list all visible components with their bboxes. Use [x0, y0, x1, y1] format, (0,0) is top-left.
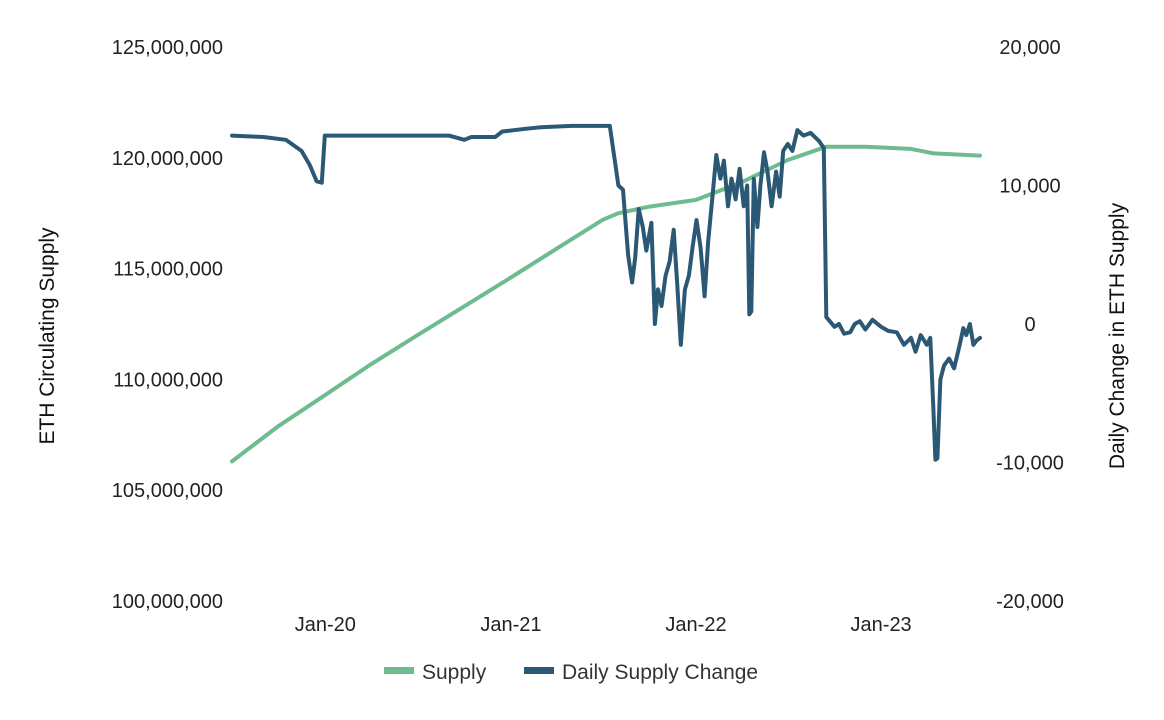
right-tick-label: -10,000	[996, 453, 1064, 475]
x-tick-label: Jan-21	[480, 614, 541, 636]
plot-area	[230, 123, 982, 464]
right-tick-label: 20,000	[999, 37, 1060, 59]
left-tick-label: 115,000,000	[113, 259, 223, 281]
x-tick-label: Jan-23	[851, 614, 912, 636]
legend-item-supply: Supply	[384, 661, 487, 684]
left-axis-ticks: 100,000,000 105,000,000 110,000,000 115,000…	[112, 37, 223, 613]
legend-swatch-supply	[384, 667, 414, 674]
left-tick-label: 120,000,000	[112, 148, 223, 170]
right-tick-label: -20,000	[996, 591, 1064, 613]
right-tick-label: 0	[1024, 314, 1035, 336]
left-axis-title: ETH Circulating Supply	[36, 227, 59, 445]
right-tick-label: 10,000	[999, 176, 1060, 198]
supply-line	[230, 144, 982, 464]
right-axis-ticks: -20,000 -10,000 0 10,000 20,000	[996, 37, 1064, 613]
daily-supply-change-line	[230, 123, 982, 462]
x-tick-label: Jan-20	[295, 614, 356, 636]
left-tick-label: 105,000,000	[112, 480, 223, 502]
legend-label-supply: Supply	[422, 661, 487, 684]
left-tick-label: 100,000,000	[112, 591, 223, 613]
x-tick-label: Jan-22	[665, 614, 726, 636]
legend: Supply Daily Supply Change	[384, 661, 758, 684]
legend-swatch-daily-supply-change	[524, 667, 554, 674]
left-tick-label: 110,000,000	[113, 369, 223, 391]
legend-item-daily-supply-change: Daily Supply Change	[524, 661, 758, 684]
left-tick-label: 125,000,000	[112, 37, 223, 59]
legend-label-daily-supply-change: Daily Supply Change	[562, 661, 758, 684]
right-axis-title: Daily Change in ETH Supply	[1106, 202, 1129, 469]
x-axis-ticks: Jan-20 Jan-21 Jan-22 Jan-23	[295, 614, 912, 636]
